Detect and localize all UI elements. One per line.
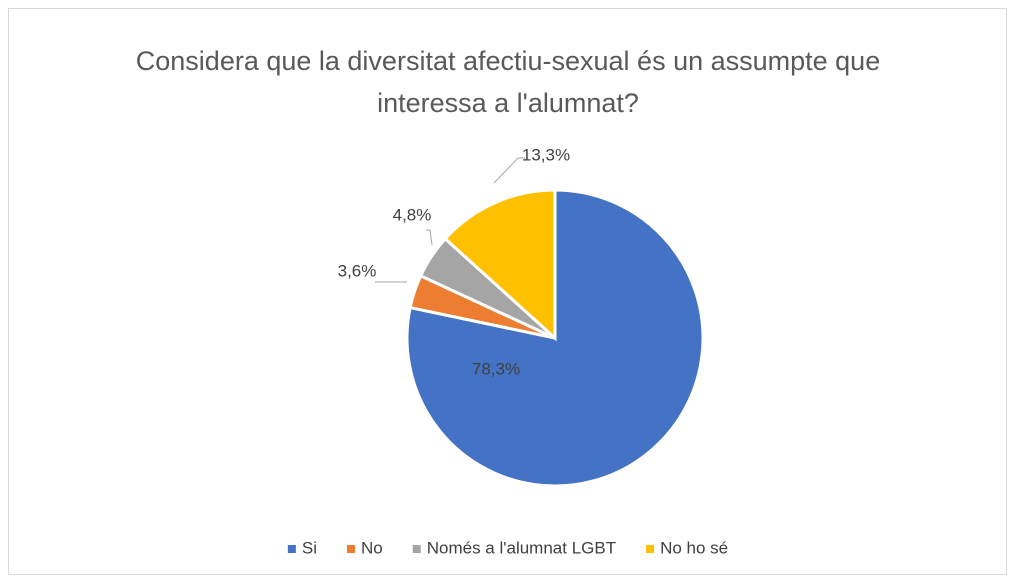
- legend-marker: [646, 545, 655, 553]
- data-label: 4,8%: [393, 205, 432, 224]
- legend-marker: [346, 545, 355, 553]
- legend-marker: [412, 545, 421, 553]
- legend-label: Només a l'alumnat LGBT: [427, 538, 616, 557]
- legend-label: No: [361, 538, 383, 557]
- pie-slice: [443, 188, 557, 342]
- chart-title: Considera que la diversitat afectiu-sexu…: [135, 46, 888, 118]
- leader-line: [426, 229, 433, 246]
- legend-label: Si: [302, 538, 317, 557]
- data-label: 3,6%: [338, 261, 377, 280]
- leader-line: [493, 157, 525, 184]
- data-label: 13,3%: [522, 145, 570, 164]
- legend-marker: [287, 545, 296, 553]
- legend-label: No ho sé: [660, 538, 728, 557]
- data-label: 78,3%: [472, 359, 520, 378]
